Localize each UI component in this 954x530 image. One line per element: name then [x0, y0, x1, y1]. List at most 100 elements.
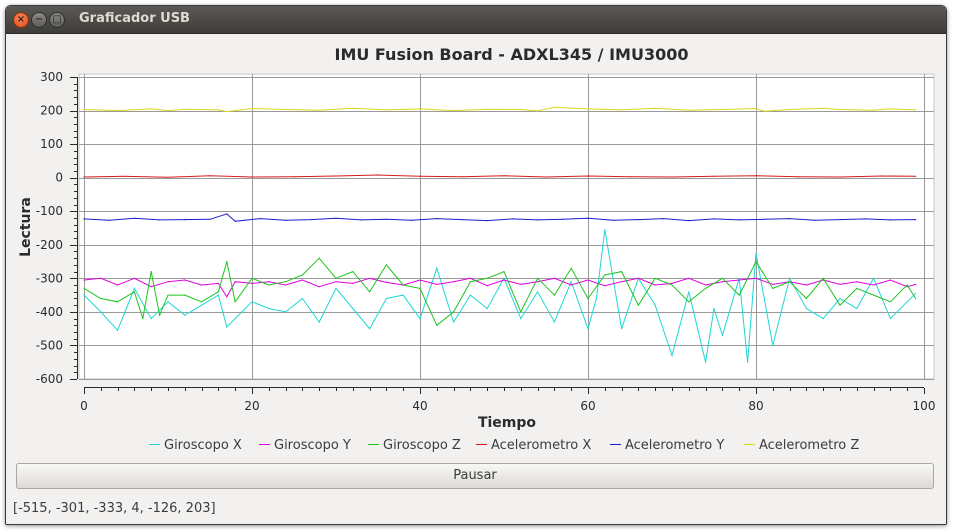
legend-label: Acelerometro Y — [625, 438, 724, 453]
data-point — [755, 261, 757, 263]
data-point — [621, 328, 623, 330]
data-point — [469, 277, 471, 279]
y-tick-label: -300 — [36, 271, 63, 285]
data-point — [570, 281, 572, 283]
data-point — [184, 314, 186, 316]
data-point — [184, 219, 186, 221]
data-point — [385, 218, 387, 220]
data-point — [705, 287, 707, 289]
data-point — [705, 284, 707, 286]
data-point — [797, 176, 799, 178]
data-point — [402, 284, 404, 286]
data-point — [738, 294, 740, 296]
data-point — [587, 279, 589, 281]
data-point — [486, 285, 488, 287]
data-point — [226, 296, 228, 298]
data-point — [621, 281, 623, 283]
y-tick-label: -100 — [36, 204, 63, 218]
close-button[interactable]: × — [13, 12, 29, 28]
data-point — [268, 281, 270, 283]
data-point — [520, 283, 522, 285]
data-point — [486, 108, 488, 110]
data-point — [587, 108, 589, 110]
data-point — [713, 307, 715, 310]
data-point — [436, 283, 438, 285]
data-point — [612, 219, 614, 221]
data-point — [856, 307, 858, 310]
data-point — [486, 307, 488, 310]
data-point — [301, 279, 303, 281]
x-tick-label: 40 — [412, 399, 427, 413]
y-tick-label: 300 — [40, 70, 63, 84]
data-point — [318, 286, 320, 288]
data-point — [805, 284, 808, 286]
data-point — [453, 110, 455, 112]
data-point — [755, 277, 757, 279]
data-point — [873, 109, 875, 111]
data-point — [915, 109, 917, 111]
data-point — [184, 108, 186, 110]
data-point — [654, 284, 656, 286]
data-point — [117, 301, 119, 303]
data-point — [234, 318, 236, 320]
data-point — [889, 108, 892, 110]
data-point — [637, 219, 640, 221]
data-point — [385, 281, 387, 283]
minimize-button[interactable]: − — [31, 12, 47, 28]
data-point — [377, 174, 379, 176]
x-tick-label: 100 — [913, 399, 936, 413]
status-readout: [-515, -301, -333, 4, -126, 203] — [13, 501, 216, 516]
data-point — [335, 287, 337, 289]
data-point — [226, 261, 228, 263]
x-tick-label: 20 — [244, 399, 259, 413]
y-tick-label: -200 — [36, 238, 63, 252]
data-point — [520, 311, 522, 313]
data-point — [864, 218, 866, 220]
pause-button[interactable]: Pausar — [16, 463, 934, 489]
data-point — [738, 279, 740, 281]
data-point — [369, 328, 371, 330]
app-window: × − □ Graficador USB IMU Fusion Board - … — [5, 5, 947, 525]
data-point — [268, 284, 270, 286]
data-point — [906, 301, 908, 303]
data-point — [167, 110, 169, 112]
data-point — [226, 111, 228, 113]
title-bar: × − □ Graficador USB — [6, 6, 946, 34]
legend-label: Acelerometro X — [491, 438, 591, 453]
data-point — [755, 252, 757, 254]
data-point — [805, 297, 808, 300]
maximize-button[interactable]: □ — [49, 12, 65, 28]
data-point — [335, 281, 337, 283]
data-point — [839, 283, 841, 285]
data-point — [285, 281, 287, 283]
data-point — [889, 318, 892, 320]
data-point — [915, 283, 917, 285]
data-point — [453, 281, 455, 283]
series-line — [83, 257, 917, 327]
data-point — [562, 218, 564, 220]
data-point — [873, 284, 875, 286]
data-point — [402, 294, 404, 296]
x-tick-label: 80 — [748, 399, 763, 413]
data-point — [159, 314, 161, 316]
data-point — [335, 175, 337, 177]
data-point — [763, 110, 766, 112]
y-tick-label: 200 — [40, 104, 63, 118]
data-point — [83, 279, 85, 281]
data-point — [553, 106, 556, 108]
data-point — [873, 277, 875, 279]
data-point — [663, 218, 665, 220]
data-point — [688, 220, 690, 222]
data-point — [385, 264, 387, 266]
legend-item: Acelerometro Z — [744, 438, 859, 453]
data-point — [822, 107, 824, 109]
data-point — [621, 271, 623, 273]
data-point — [839, 219, 841, 221]
series-5 — [83, 106, 917, 113]
data-point — [259, 218, 261, 220]
data-point — [318, 109, 320, 111]
legend-item: Giroscopo X — [149, 438, 242, 453]
data-point — [721, 334, 724, 336]
data-point — [226, 326, 228, 328]
data-point — [789, 108, 791, 111]
